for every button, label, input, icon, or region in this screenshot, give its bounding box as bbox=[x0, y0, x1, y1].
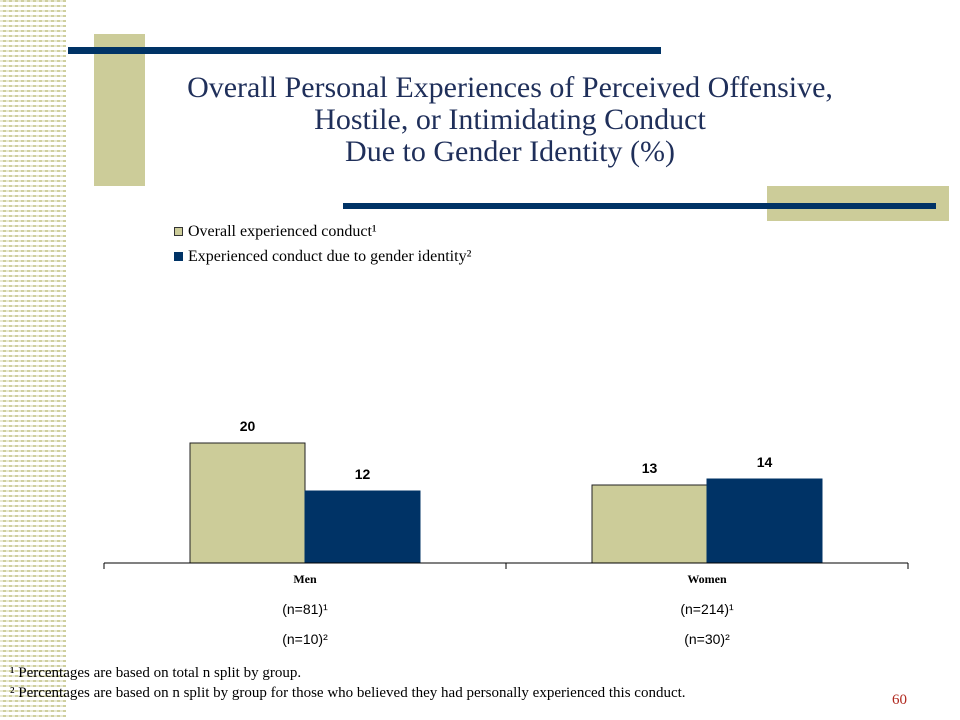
decor-line-top bbox=[68, 47, 661, 54]
title-line-1: Overall Personal Experiences of Perceive… bbox=[187, 71, 833, 104]
bar-men-series-1 bbox=[189, 442, 306, 564]
category-sublabel-women-1: (n=214)¹ bbox=[680, 601, 734, 617]
data-label-women-series-2: 14 bbox=[757, 454, 773, 470]
data-label-men-series-1: 20 bbox=[240, 418, 256, 434]
title-line-3: Due to Gender Identity (%) bbox=[345, 135, 675, 168]
legend-swatch-gender-identity bbox=[174, 252, 183, 261]
footnote-2: ² Percentages are based on n split by gr… bbox=[10, 685, 686, 701]
category-sublabel-men-2: (n=10)² bbox=[282, 631, 328, 647]
chart-legend: Overall experienced conduct¹ Experienced… bbox=[174, 219, 471, 269]
title-line-2: Hostile, or Intimidating Conduct bbox=[314, 103, 706, 136]
category-label-men: Men bbox=[293, 572, 317, 586]
legend-item-overall: Overall experienced conduct¹ bbox=[174, 219, 471, 244]
page-number: 60 bbox=[892, 692, 907, 708]
category-label-women: Women bbox=[687, 572, 727, 586]
bar-women-series-1 bbox=[591, 484, 708, 564]
slide-title: Overall Personal Experiences of Perceive… bbox=[150, 72, 870, 168]
footnotes: ¹ Percentages are based on total n split… bbox=[10, 663, 686, 703]
decor-line-bottom bbox=[343, 203, 936, 209]
data-label-men-series-2: 12 bbox=[355, 466, 371, 482]
footnote-1: ¹ Percentages are based on total n split… bbox=[10, 665, 302, 681]
decorative-stripe-overlay bbox=[0, 0, 66, 720]
legend-item-gender-identity: Experienced conduct due to gender identi… bbox=[174, 244, 471, 269]
legend-label-overall: Overall experienced conduct¹ bbox=[188, 222, 377, 240]
bar-women-series-2 bbox=[706, 478, 823, 564]
bar-men-series-2 bbox=[304, 490, 421, 564]
category-sublabel-men-1: (n=81)¹ bbox=[282, 601, 328, 617]
data-label-women-series-1: 13 bbox=[642, 460, 658, 476]
legend-label-gender-identity: Experienced conduct due to gender identi… bbox=[188, 247, 472, 265]
legend-swatch-overall bbox=[174, 227, 183, 236]
category-sublabel-women-2: (n=30)² bbox=[684, 631, 730, 647]
decor-block-left bbox=[94, 34, 145, 186]
